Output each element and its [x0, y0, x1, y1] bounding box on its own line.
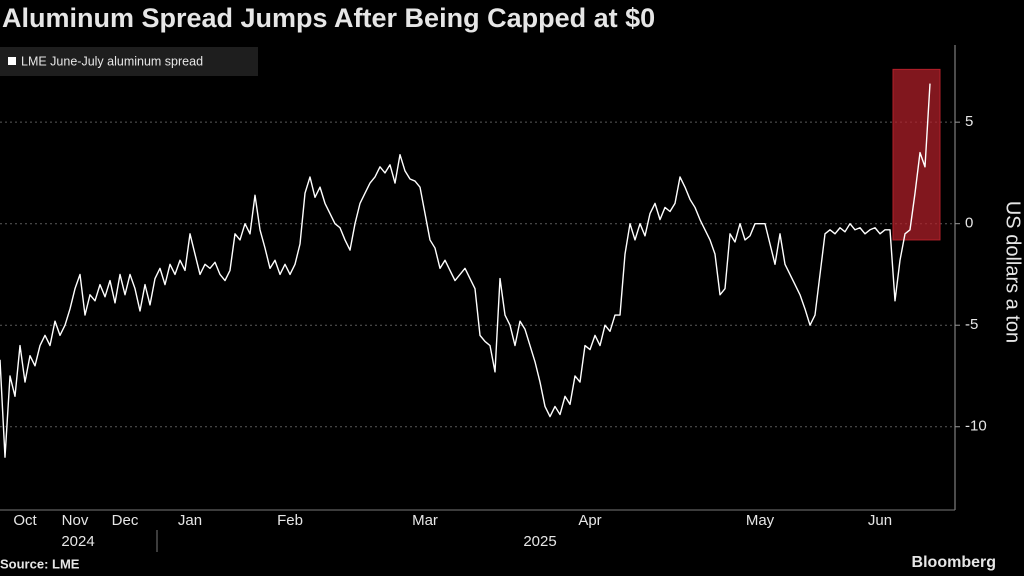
x-tick-label: Dec: [112, 512, 139, 529]
x-tick-label: May: [746, 512, 775, 529]
year-label: 2025: [523, 533, 556, 550]
chart-title: Aluminum Spread Jumps After Being Capped…: [2, 3, 655, 33]
brand: Bloomberg: [912, 554, 996, 571]
y-tick-label: -10: [965, 418, 987, 435]
legend-label: LME June-July aluminum spread: [21, 54, 203, 68]
x-tick-label: Mar: [412, 512, 438, 529]
x-tick-label: Apr: [578, 512, 601, 529]
y-axis-label: US dollars a ton: [1002, 201, 1024, 343]
legend-swatch: [8, 57, 16, 65]
y-tick-label: 0: [965, 215, 973, 232]
highlight-box: [892, 68, 941, 241]
source: Source: LME: [0, 556, 80, 571]
y-tick-label: 5: [965, 113, 973, 130]
x-tick-label: Feb: [277, 512, 303, 529]
series-line: [0, 83, 931, 458]
x-tick-label: Jan: [178, 512, 202, 529]
y-tick-label: -5: [965, 316, 978, 333]
x-tick-label: Oct: [13, 512, 37, 529]
x-tick-label: Jun: [868, 512, 892, 529]
legend-box: [0, 47, 258, 76]
x-tick-label: Nov: [62, 512, 89, 529]
year-label: 2024: [61, 533, 94, 550]
